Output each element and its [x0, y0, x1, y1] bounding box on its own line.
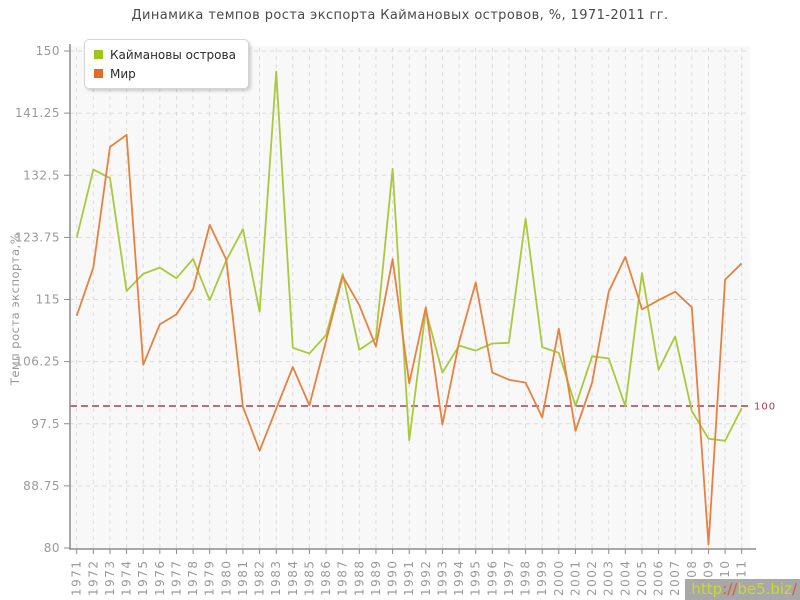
x-tick-label-year: 1982 — [253, 559, 267, 596]
page-title: Динамика темпов роста экспорта Каймановы… — [131, 8, 669, 23]
x-tick-label-year: 1984 — [286, 559, 300, 596]
x-tick-label-year: 1999 — [535, 559, 549, 596]
x-tick-label-year: 2005 — [635, 559, 649, 596]
reference-line-label: 100 — [754, 402, 776, 413]
x-tick-label-year: 1994 — [452, 559, 466, 596]
legend-label-world: Мир — [110, 66, 136, 81]
x-tick-label-year: 1972 — [86, 559, 100, 596]
x-tick-label-year: 1977 — [169, 559, 183, 596]
legend-item-caymans[interactable]: Каймановы острова — [94, 45, 236, 64]
x-tick-label-year: 1989 — [369, 559, 383, 596]
x-tick-label-year: 1978 — [186, 559, 200, 596]
world-series-swatch-icon — [94, 69, 103, 78]
y-tick-label: 97.5 — [31, 417, 60, 431]
x-tick-label-year: 1975 — [136, 559, 150, 596]
x-tick-label-year: 1979 — [203, 559, 217, 596]
x-tick-label-year: 1980 — [219, 559, 233, 596]
legend-label-caymans: Каймановы острова — [110, 47, 236, 62]
x-tick-label-year: 1996 — [485, 559, 499, 596]
series-line-world[interactable] — [75, 133, 743, 546]
x-tick-label-year: 2006 — [652, 559, 666, 596]
x-tick-label-year: 1974 — [120, 559, 134, 596]
y-tick-label: 132.5 — [23, 168, 60, 182]
x-tick-label-year: 1995 — [469, 559, 483, 596]
x-tick-label-year: 1981 — [236, 559, 250, 596]
x-tick-label-year: 2002 — [585, 559, 599, 596]
y-tick-label: 80 — [44, 541, 60, 555]
x-tick-label-year: 1990 — [386, 559, 400, 596]
x-tick-label-year: 1991 — [402, 559, 416, 596]
x-tick-label-year: 1993 — [435, 559, 449, 596]
series-line-caymans[interactable] — [75, 70, 743, 442]
y-tick-label: 106.25 — [15, 355, 60, 369]
x-tick-label-year: 2001 — [568, 559, 582, 596]
x-tick-label-year: 1998 — [519, 559, 533, 596]
y-tick-label: 115 — [36, 293, 60, 307]
x-tick-label-year: 1983 — [269, 559, 283, 596]
caymans-series-swatch-icon — [94, 50, 103, 59]
watermark-link[interactable]: http://be5.biz/ — [685, 579, 800, 600]
legend-box: Каймановы острова Мир — [84, 39, 249, 89]
x-tick-label-year: 1986 — [319, 559, 333, 596]
y-tick-label: 150 — [36, 44, 60, 58]
y-tick-label: 141.25 — [15, 106, 60, 120]
x-tick-label-year: 1973 — [103, 559, 117, 596]
y-axis-title: Темп роста экспорта,% — [8, 232, 22, 386]
x-tick-label-year: 2004 — [618, 559, 632, 596]
x-tick-label-year: 2003 — [602, 559, 616, 596]
x-tick-label-year: 1997 — [502, 559, 516, 596]
x-tick-label-year: 1987 — [336, 559, 350, 596]
x-tick-label-year: 1992 — [419, 559, 433, 596]
x-tick-label-year: 2000 — [552, 559, 566, 596]
x-tick-label-year: 2007 — [668, 559, 682, 596]
watermark-text: http://be5.biz/ — [691, 580, 797, 598]
y-tick-label: 88.75 — [23, 479, 60, 493]
x-tick-label-year: 1976 — [153, 559, 167, 596]
x-tick-label-year: 1988 — [352, 559, 366, 596]
x-tick-label-year: 1985 — [302, 559, 316, 596]
x-tick-label-year: 1971 — [70, 559, 84, 596]
y-tick-label: 123.75 — [15, 230, 60, 244]
legend-item-world[interactable]: Мир — [94, 64, 236, 83]
